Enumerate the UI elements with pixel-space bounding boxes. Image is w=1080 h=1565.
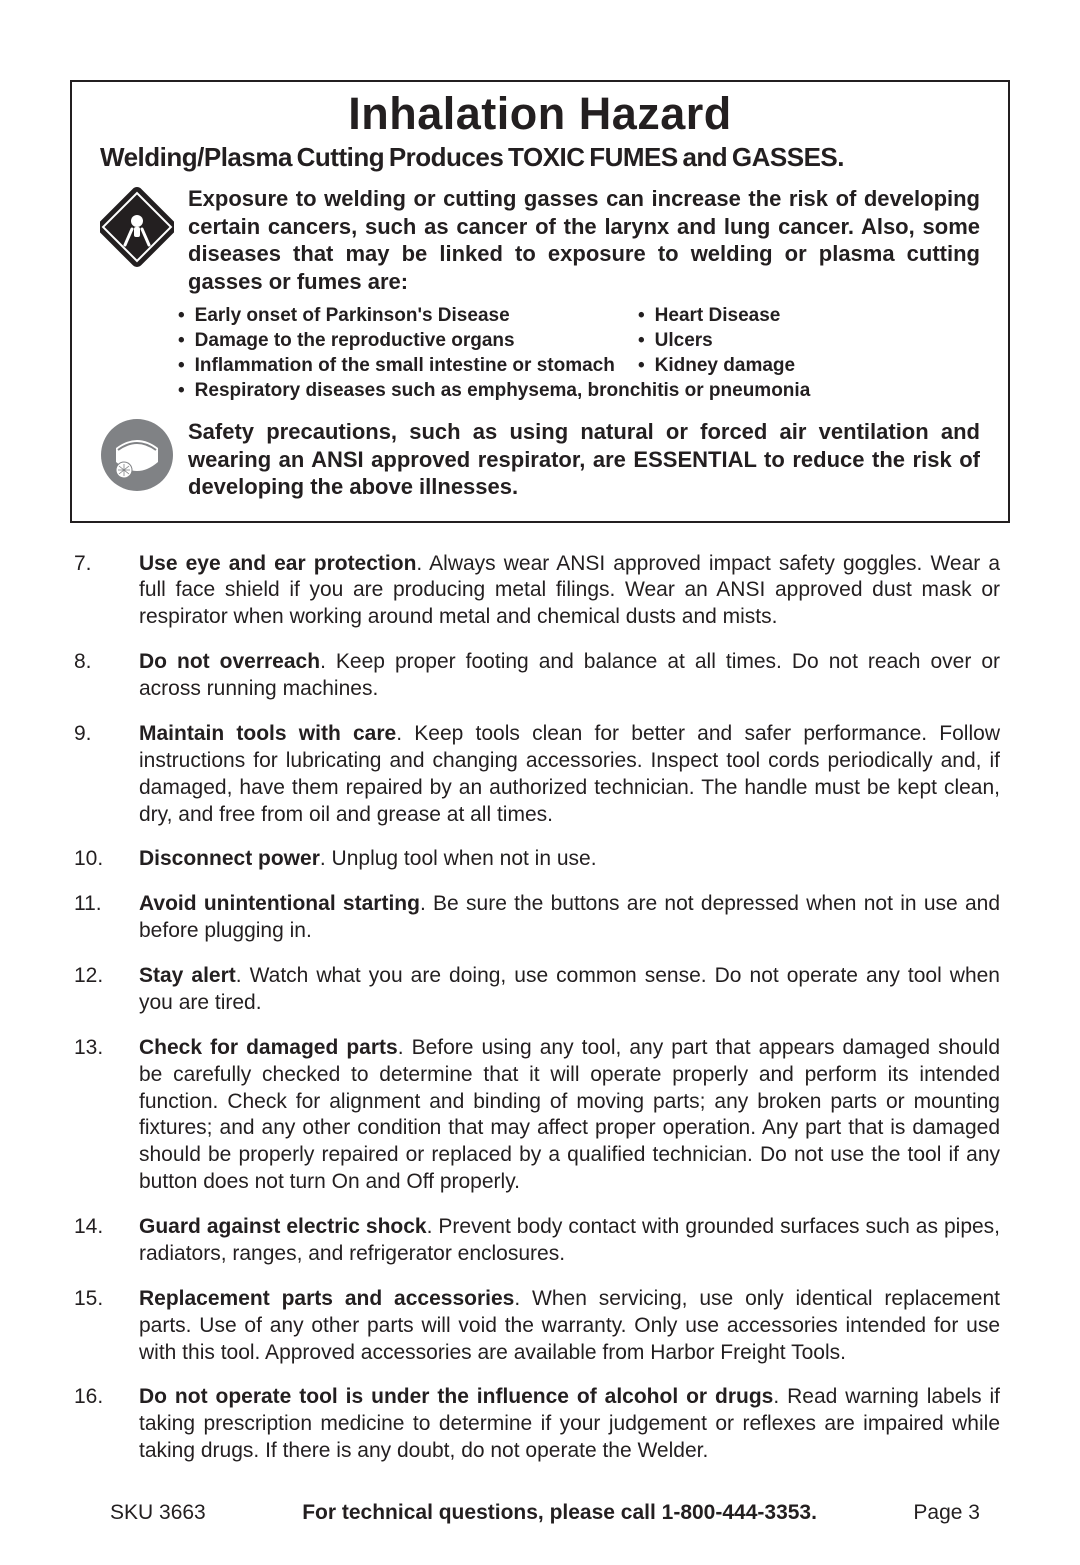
list-item: Inflammation of the small intestine or s… xyxy=(178,355,638,377)
numbered-item: 10.Disconnect power. Unplug tool when no… xyxy=(74,846,1000,873)
numbered-item: 11.Avoid unintentional starting. Be sure… xyxy=(74,891,1000,945)
item-number: 14. xyxy=(74,1214,139,1268)
item-number: 9. xyxy=(74,721,139,829)
toxic-diamond-icon xyxy=(100,185,174,269)
item-text: . Before using any tool, any part that a… xyxy=(139,1036,1000,1193)
item-heading: Stay alert xyxy=(139,964,236,987)
footer-page-number: Page 3 xyxy=(913,1501,980,1525)
item-heading: Check for damaged parts xyxy=(139,1036,398,1059)
footer-support-text: For technical questions, please call 1-8… xyxy=(302,1501,817,1525)
item-heading: Disconnect power xyxy=(139,847,320,870)
list-item: Respiratory diseases such as emphysema, … xyxy=(178,380,980,402)
respirator-icon xyxy=(100,418,174,492)
numbered-item: 8.Do not overreach. Keep proper footing … xyxy=(74,649,1000,703)
numbered-item: 7.Use eye and ear protection. Always wea… xyxy=(74,551,1000,632)
list-item: Damage to the reproductive organs xyxy=(178,330,638,352)
footer-sku: SKU 3663 xyxy=(110,1501,206,1525)
page-footer: SKU 3663 For technical questions, please… xyxy=(70,1483,1010,1525)
numbered-item: 13.Check for damaged parts. Before using… xyxy=(74,1035,1000,1196)
item-number: 15. xyxy=(74,1286,139,1367)
numbered-list: 7.Use eye and ear protection. Always wea… xyxy=(70,551,1010,1466)
item-number: 7. xyxy=(74,551,139,632)
numbered-item: 16.Do not operate tool is under the infl… xyxy=(74,1384,1000,1465)
hazard-box: Inhalation Hazard Welding/Plasma Cutting… xyxy=(70,80,1010,523)
item-heading: Use eye and ear protection xyxy=(139,552,416,575)
page: Inhalation Hazard Welding/Plasma Cutting… xyxy=(0,0,1080,1565)
numbered-item: 9.Maintain tools with care. Keep tools c… xyxy=(74,721,1000,829)
hazard-safety-text: Safety precautions, such as using natura… xyxy=(188,418,980,501)
item-number: 16. xyxy=(74,1384,139,1465)
item-heading: Guard against electric shock xyxy=(139,1215,427,1238)
list-item: Ulcers xyxy=(638,330,980,352)
list-item: Early onset of Parkinson's Disease xyxy=(178,305,638,327)
item-heading: Maintain tools with care xyxy=(139,722,396,745)
list-item: Kidney damage xyxy=(638,355,980,377)
item-heading: Avoid unintentional starting xyxy=(139,892,420,915)
hazard-title: Inhalation Hazard xyxy=(100,88,980,140)
hazard-subtitle: Welding/Plasma Cutting Produces TOXIC FU… xyxy=(100,142,980,173)
item-heading: Replacement parts and accessories xyxy=(139,1287,514,1310)
list-item: Heart Disease xyxy=(638,305,980,327)
item-text: . Watch what you are doing, use common s… xyxy=(139,964,1000,1014)
hazard-intro-row: Exposure to welding or cutting gasses ca… xyxy=(100,185,980,295)
numbered-item: 12.Stay alert. Watch what you are doing,… xyxy=(74,963,1000,1017)
hazard-disease-list: Early onset of Parkinson's Disease Heart… xyxy=(100,305,980,402)
item-number: 12. xyxy=(74,963,139,1017)
item-heading: Do not overreach xyxy=(139,650,320,673)
item-number: 8. xyxy=(74,649,139,703)
item-number: 10. xyxy=(74,846,139,873)
hazard-safety-row: Safety precautions, such as using natura… xyxy=(100,418,980,501)
hazard-intro-text: Exposure to welding or cutting gasses ca… xyxy=(188,185,980,295)
item-number: 13. xyxy=(74,1035,139,1196)
item-text: . Unplug tool when not in use. xyxy=(320,847,597,870)
item-number: 11. xyxy=(74,891,139,945)
numbered-item: 14.Guard against electric shock. Prevent… xyxy=(74,1214,1000,1268)
numbered-item: 15.Replacement parts and accessories. Wh… xyxy=(74,1286,1000,1367)
